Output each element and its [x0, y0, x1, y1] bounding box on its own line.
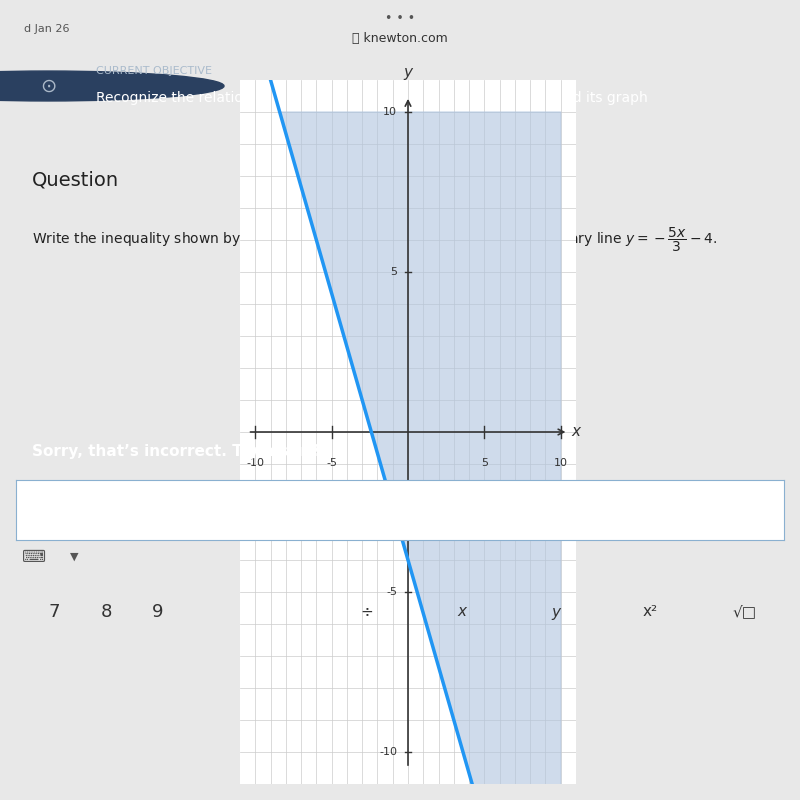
Text: √□: √□: [733, 605, 757, 619]
Text: x: x: [457, 605, 466, 619]
Text: Recognize the relationship between the solutions of an inequality and its graph: Recognize the relationship between the s…: [96, 91, 648, 106]
Text: y: y: [551, 605, 561, 619]
Text: Sorry, that’s incorrect. Try again?: Sorry, that’s incorrect. Try again?: [32, 444, 320, 458]
Text: d Jan 26: d Jan 26: [24, 23, 70, 34]
Text: x²: x²: [643, 605, 658, 619]
Text: 🔒 knewton.com: 🔒 knewton.com: [352, 33, 448, 46]
Text: 10: 10: [383, 107, 398, 117]
Text: ▼: ▼: [70, 552, 78, 562]
Text: 8: 8: [100, 603, 112, 621]
Text: • • •: • • •: [385, 12, 415, 25]
Text: 5: 5: [481, 458, 488, 467]
Text: ∨: ∨: [394, 126, 406, 140]
Circle shape: [0, 71, 224, 101]
Text: x: x: [571, 425, 581, 439]
Text: 7: 7: [48, 603, 60, 621]
Text: ÷: ÷: [361, 605, 374, 619]
Text: -10: -10: [246, 458, 264, 467]
Text: ⌨: ⌨: [22, 548, 46, 566]
Text: y: y: [403, 65, 413, 80]
Text: -10: -10: [379, 747, 398, 757]
Text: -5: -5: [386, 587, 398, 597]
Text: Question: Question: [32, 170, 119, 189]
Text: CURRENT OBJECTIVE: CURRENT OBJECTIVE: [96, 66, 212, 76]
Text: 5: 5: [390, 267, 398, 277]
Text: ⊙: ⊙: [40, 77, 56, 95]
Text: 9: 9: [152, 603, 164, 621]
Text: -5: -5: [326, 458, 337, 467]
Text: 10: 10: [554, 458, 568, 467]
Text: Write the inequality shown by the shaded region in the graph with the boundary l: Write the inequality shown by the shaded…: [32, 226, 718, 254]
